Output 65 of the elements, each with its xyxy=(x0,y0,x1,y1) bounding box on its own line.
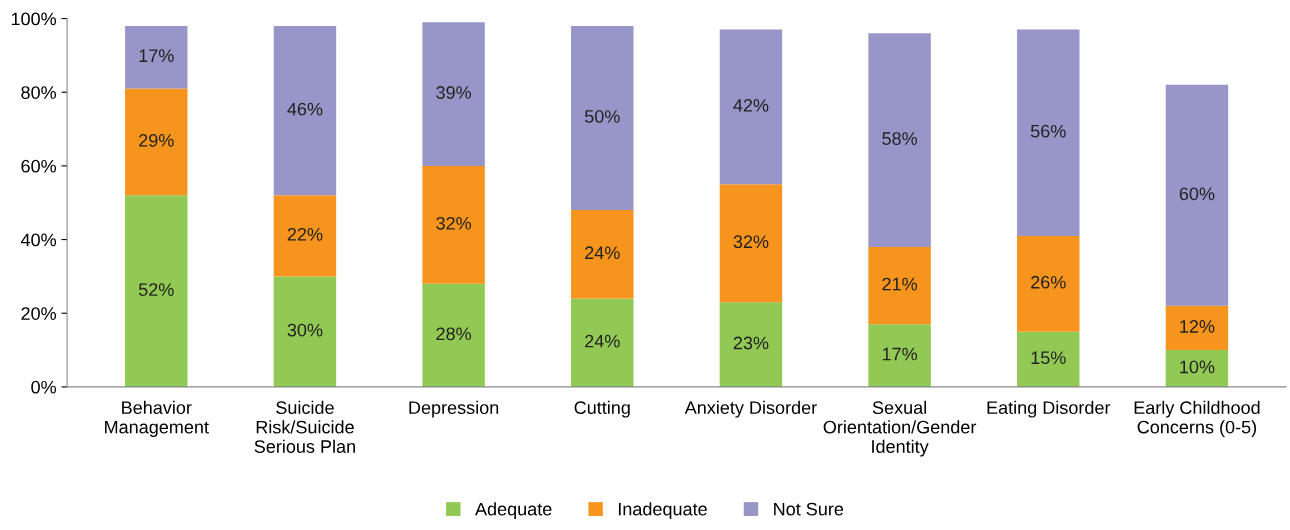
bar xyxy=(571,210,634,299)
bar xyxy=(273,195,337,277)
x-tick-label: Sexual Orientation/Gender Identity xyxy=(823,400,977,457)
data-label: 15% xyxy=(1031,351,1066,365)
bar xyxy=(422,22,485,166)
legend-label: Not Sure xyxy=(774,502,844,516)
data-label: 50% xyxy=(584,110,620,123)
bar xyxy=(571,25,634,211)
data-label: 28% xyxy=(436,327,472,341)
bar xyxy=(1017,29,1080,236)
bar xyxy=(868,324,931,387)
data-label: 22% xyxy=(287,227,323,241)
x-tick-label: Depression xyxy=(409,400,499,418)
y-tick-label: 80% xyxy=(21,86,57,99)
bar xyxy=(1165,84,1229,306)
bar xyxy=(125,25,188,89)
data-label: 32% xyxy=(436,216,472,230)
bar xyxy=(719,302,783,387)
data-label: 46% xyxy=(287,102,323,116)
y-tick-label: 0% xyxy=(31,380,57,394)
bar xyxy=(571,298,634,387)
x-tick-label: Anxiety Disorder xyxy=(684,400,817,418)
data-label: 23% xyxy=(733,336,769,350)
bar xyxy=(1165,350,1229,387)
bar xyxy=(125,195,188,387)
data-label: 56% xyxy=(1030,124,1066,138)
bar xyxy=(1165,305,1229,351)
bar xyxy=(719,184,783,303)
bar xyxy=(273,276,337,387)
legend-label: Inadequate xyxy=(618,502,707,520)
x-tick-label: Suicide Risk/Suicide Serious Plan xyxy=(254,400,355,453)
bar xyxy=(868,33,931,247)
y-tick-label: 100% xyxy=(11,12,57,26)
data-label: 39% xyxy=(436,86,472,99)
data-label: 52% xyxy=(138,283,174,296)
x-tick-label: Cutting xyxy=(574,400,630,418)
bar xyxy=(422,283,485,387)
y-tick-label: 40% xyxy=(20,233,57,247)
data-label: 21% xyxy=(882,277,918,291)
bar xyxy=(868,246,931,325)
data-label: 17% xyxy=(139,49,174,62)
data-label: 29% xyxy=(139,134,174,147)
data-label: 32% xyxy=(733,235,769,249)
legend-label: Adequate xyxy=(475,502,552,520)
y-tick-label: 20% xyxy=(21,307,57,320)
x-tick-label: Early Childhood Concerns (0-5) xyxy=(1134,400,1260,438)
data-label: 60% xyxy=(1179,187,1215,201)
data-label: 10% xyxy=(1180,360,1215,374)
x-tick-label: Behavior Management xyxy=(105,400,209,438)
bar xyxy=(719,29,783,185)
data-label: 24% xyxy=(585,246,620,260)
x-tick-label: Eating Disorder xyxy=(987,400,1111,418)
data-label: 30% xyxy=(287,323,323,337)
bar xyxy=(125,88,188,196)
bar xyxy=(1017,235,1080,332)
bar xyxy=(422,165,485,284)
data-label: 12% xyxy=(1180,320,1215,333)
y-tick-label: 60% xyxy=(21,159,57,173)
bar xyxy=(273,25,337,196)
data-label: 26% xyxy=(1031,275,1066,289)
data-label: 24% xyxy=(585,334,620,348)
data-label: 17% xyxy=(882,347,918,361)
data-label: 58% xyxy=(882,132,918,145)
bar xyxy=(1017,331,1080,387)
data-label: 42% xyxy=(733,99,769,112)
